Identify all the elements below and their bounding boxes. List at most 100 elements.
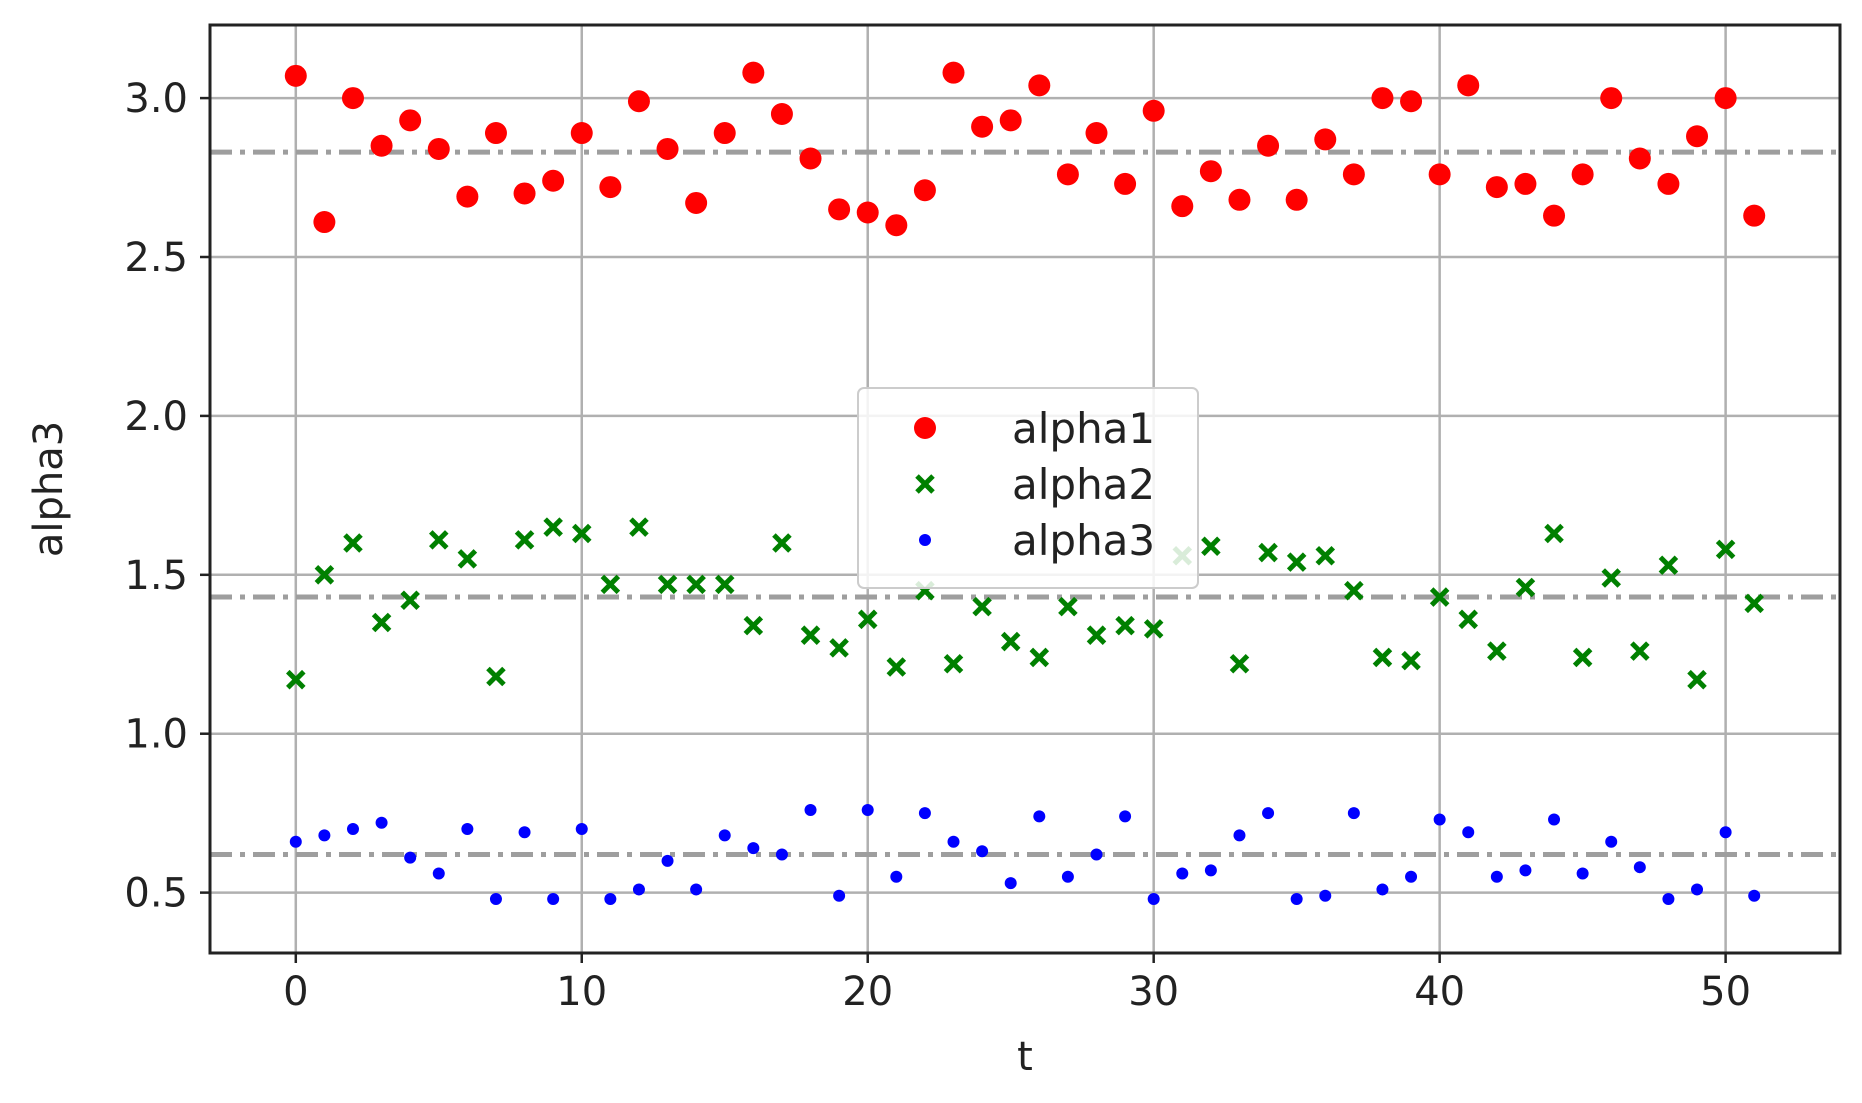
- alpha1-point: [341, 87, 364, 110]
- alpha2-point: [857, 609, 878, 630]
- alpha1-point: [1285, 188, 1308, 211]
- alpha3-point: [518, 826, 531, 839]
- alpha3-point: [1405, 870, 1418, 883]
- legend-label-alpha1: alpha1: [1012, 404, 1155, 453]
- alpha2-point: [343, 533, 363, 553]
- y-tick-label: 0.5: [124, 871, 188, 917]
- alpha2-point: [1258, 542, 1278, 563]
- alpha2-point: [429, 530, 449, 550]
- alpha2-point: [1058, 596, 1078, 617]
- alpha3-point: [1576, 867, 1589, 880]
- y-tick-label: 3.0: [124, 76, 188, 122]
- alpha3-point: [1061, 870, 1074, 883]
- alpha1-point: [399, 109, 422, 132]
- x-tick-label: 10: [556, 969, 607, 1015]
- alpha2-point: [1429, 587, 1450, 607]
- alpha1-point: [1428, 163, 1451, 186]
- legend-item-alpha3: alpha3: [919, 516, 1155, 565]
- alpha1-point: [427, 137, 450, 160]
- alpha2-point: [1201, 536, 1221, 556]
- alpha3-point: [804, 803, 817, 816]
- alpha3-point: [289, 835, 302, 848]
- alpha3-point: [747, 842, 760, 855]
- alpha3-point: [432, 867, 445, 880]
- alpha1-point: [313, 211, 336, 234]
- alpha1-point: [1171, 195, 1194, 218]
- alpha2-point: [1401, 650, 1421, 671]
- alpha3-point: [1633, 861, 1646, 874]
- alpha3-point: [1119, 810, 1132, 823]
- alpha1-point: [913, 179, 936, 202]
- x-tick-label: 0: [283, 969, 308, 1015]
- alpha3-point: [1548, 813, 1561, 826]
- alpha3-point: [346, 823, 359, 836]
- alpha2-point: [686, 574, 706, 595]
- alpha1-point: [1743, 204, 1766, 227]
- alpha2-point: [1544, 523, 1564, 544]
- alpha3-point: [661, 854, 674, 867]
- alpha3-point: [1347, 807, 1360, 820]
- alpha2-point: [1601, 568, 1621, 588]
- alpha1-point: [542, 169, 565, 192]
- alpha1-point: [1257, 134, 1280, 157]
- alpha1-point: [1199, 160, 1222, 183]
- alpha1-point: [1714, 87, 1737, 110]
- alpha1-point: [1543, 204, 1566, 227]
- alpha3-point: [404, 851, 417, 864]
- alpha1-point: [284, 64, 307, 87]
- alpha3-point: [833, 889, 846, 902]
- alpha3-point: [718, 829, 731, 842]
- alpha3-point: [976, 845, 989, 858]
- alpha1-point: [1571, 163, 1594, 186]
- legend-box: [857, 387, 1199, 589]
- alpha2-point: [1687, 669, 1707, 690]
- alpha3-point: [1433, 813, 1446, 826]
- axis-ticks: 0 10 20 30 40 50 0.5 1.0 1.5 2.0 2.5 3.0: [124, 76, 1751, 1015]
- alpha3-point: [1691, 883, 1704, 896]
- x-tick-label: 40: [1414, 969, 1465, 1015]
- alpha2-point: [286, 669, 306, 690]
- alpha1-point: [1342, 163, 1365, 186]
- alpha3-point: [632, 883, 645, 896]
- alpha3-point: [861, 803, 874, 816]
- legend-label-alpha3: alpha3: [1012, 516, 1155, 565]
- alpha1-point: [1514, 172, 1537, 195]
- alpha2-point: [1286, 552, 1307, 572]
- alpha1-point: [742, 61, 765, 84]
- alpha2-point: [629, 517, 649, 537]
- alpha2-point: [371, 612, 392, 633]
- alpha1-point: [627, 90, 650, 113]
- alpha1-point: [1686, 125, 1709, 148]
- y-tick-label: 1.0: [124, 712, 188, 758]
- alpha1-point: [1628, 147, 1651, 170]
- alpha1-point: [656, 137, 679, 160]
- alpha2-point: [543, 517, 563, 537]
- alpha1-point: [799, 147, 822, 170]
- alpha3-point: [1233, 829, 1246, 842]
- alpha2-point: [514, 530, 535, 550]
- alpha1-point: [1457, 74, 1480, 97]
- alpha1-point: [770, 102, 793, 125]
- alpha2-point: [800, 625, 821, 645]
- alpha3-point: [690, 883, 703, 896]
- alpha1-point: [1114, 172, 1137, 195]
- alpha1-point: [599, 176, 622, 199]
- legend-marker-alpha1: [914, 417, 936, 439]
- alpha1-point: [513, 182, 536, 205]
- alpha1-point: [456, 185, 479, 208]
- alpha2-point: [1572, 647, 1593, 668]
- alpha2-point: [743, 615, 764, 636]
- alpha1-point: [1371, 87, 1394, 110]
- alpha1-point: [1056, 163, 1079, 186]
- alpha3-point: [461, 823, 474, 836]
- y-tick-label: 2.0: [124, 394, 188, 440]
- x-tick-label: 50: [1700, 969, 1751, 1015]
- alpha3-point: [1262, 807, 1275, 820]
- alpha2-point: [1744, 593, 1764, 614]
- alpha3-point: [1176, 867, 1189, 880]
- alpha1-point: [1600, 87, 1623, 110]
- alpha3-point: [1748, 889, 1761, 902]
- legend-marker-alpha3: [919, 534, 931, 546]
- mean-lines: [210, 149, 1840, 857]
